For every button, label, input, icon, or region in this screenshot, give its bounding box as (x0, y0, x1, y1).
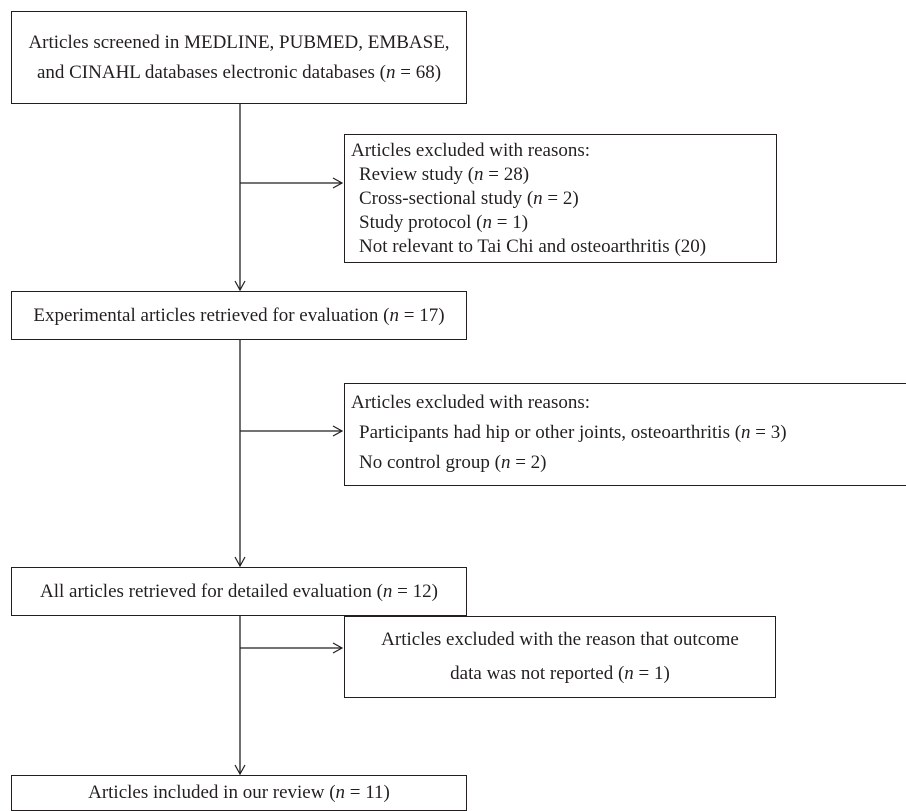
screened-line-2: and CINAHL databases electronic database… (36, 61, 442, 83)
included-text: Articles included in our review (n = 11) (88, 782, 390, 803)
screened-line-1: Articles screened in MEDLINE, PUBMED, EM… (28, 31, 450, 53)
exclusion1-item: Not relevant to Tai Chi and osteoarthrit… (359, 236, 707, 257)
box-exclusion-1: Articles excluded with reasons: Review s… (344, 134, 777, 263)
exclusion1-item: Cross-sectional study (n = 2) (359, 188, 579, 209)
exclusion1-item: Review study (n = 28) (359, 164, 530, 185)
exclusion2-title: Articles excluded with reasons: (351, 392, 591, 413)
box-exclusion-2: Articles excluded with reasons: Particip… (344, 383, 906, 486)
box-exclusion-3: Articles excluded with the reason that o… (344, 616, 776, 698)
box-articles-included: Articles included in our review (n = 11) (11, 775, 467, 811)
box-experimental-articles: Experimental articles retrieved for eval… (11, 291, 467, 340)
exclusion1-item: Study protocol (n = 1) (359, 212, 529, 233)
exclusion3-line-2: data was not reported (n = 1) (450, 663, 670, 684)
box-articles-screened: Articles screened in MEDLINE, PUBMED, EM… (11, 11, 467, 104)
box-detailed-evaluation: All articles retrieved for detailed eval… (11, 567, 467, 616)
exclusion1-title: Articles excluded with reasons: (351, 140, 591, 161)
experimental-text: Experimental articles retrieved for eval… (33, 304, 445, 326)
detailed-text: All articles retrieved for detailed eval… (40, 580, 438, 602)
exclusion2-item: No control group (n = 2) (359, 452, 547, 473)
exclusion2-item: Participants had hip or other joints, os… (359, 422, 787, 443)
exclusion3-line-1: Articles excluded with the reason that o… (381, 629, 739, 650)
